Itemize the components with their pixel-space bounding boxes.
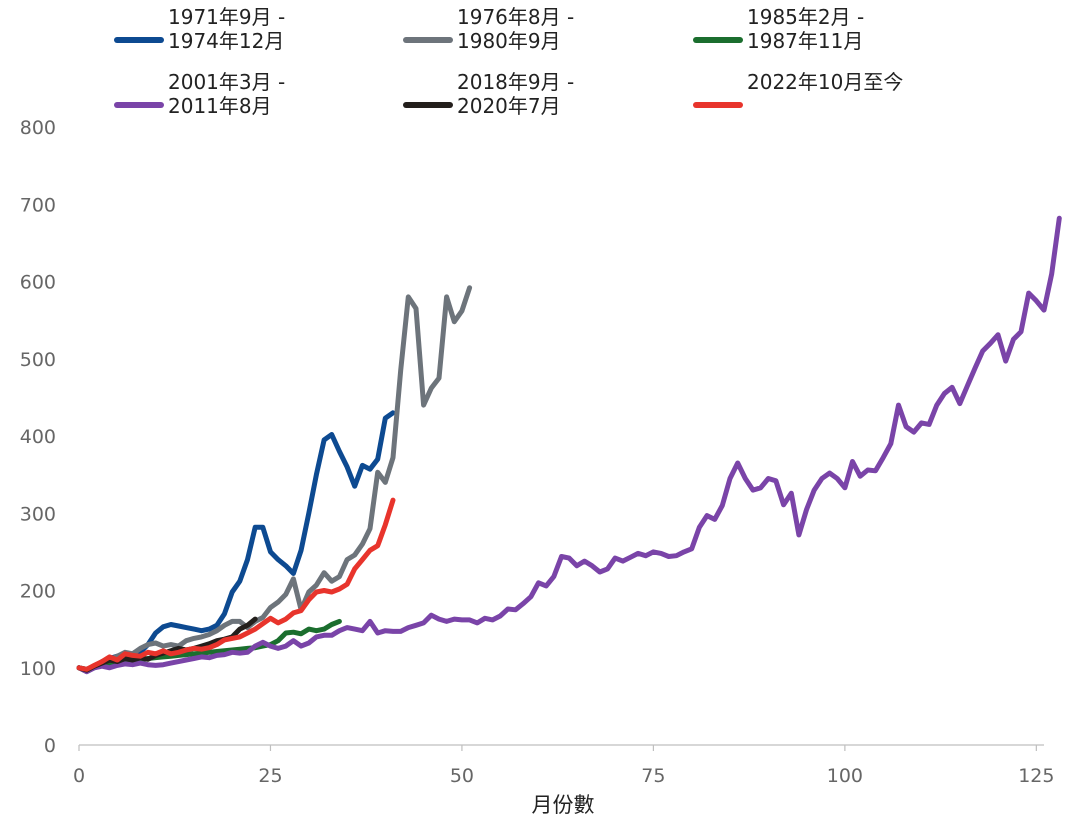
legend-label: 2022年10月至今 <box>747 70 903 94</box>
y-tick-label: 400 <box>20 426 56 448</box>
legend: 1971年9月 -1974年12月 1976年8月 -1980年9月 1985年2月… <box>114 5 903 118</box>
legend-label: 2018年9月 -2020年7月 <box>457 70 574 118</box>
x-axis-title: 月份數 <box>532 793 595 817</box>
y-tick-label: 0 <box>44 735 56 757</box>
y-tick-label: 100 <box>20 658 56 680</box>
y-tick-label: 800 <box>20 117 56 139</box>
x-tick-label: 125 <box>1018 765 1054 787</box>
x-tick-label: 25 <box>258 765 282 787</box>
legend-label: 1976年8月 -1980年9月 <box>457 5 574 53</box>
series-line-2 <box>76 285 473 675</box>
x-tick-label: 50 <box>450 765 474 787</box>
series-group <box>76 215 1062 675</box>
x-tick-label: 75 <box>641 765 665 787</box>
legend-label: 1971年9月 -1974年12月 <box>168 5 285 53</box>
x-tick-label: 100 <box>827 765 863 787</box>
series-line-6 <box>76 497 396 672</box>
y-tick-label: 300 <box>20 503 56 525</box>
y-tick-label: 500 <box>20 349 56 371</box>
x-tick-label: 0 <box>73 765 85 787</box>
legend-label: 2001年3月 -2011年8月 <box>168 70 285 118</box>
y-axis: 0 100 200 300 400 500 600 700 800 <box>20 117 56 757</box>
series-line-4 <box>76 215 1062 675</box>
legend-label: 1985年2月 -1987年11月 <box>747 5 864 53</box>
y-tick-label: 200 <box>20 581 56 603</box>
x-axis: 0 25 50 75 100 125 <box>73 744 1054 787</box>
y-tick-label: 700 <box>20 194 56 216</box>
y-tick-label: 600 <box>20 272 56 294</box>
